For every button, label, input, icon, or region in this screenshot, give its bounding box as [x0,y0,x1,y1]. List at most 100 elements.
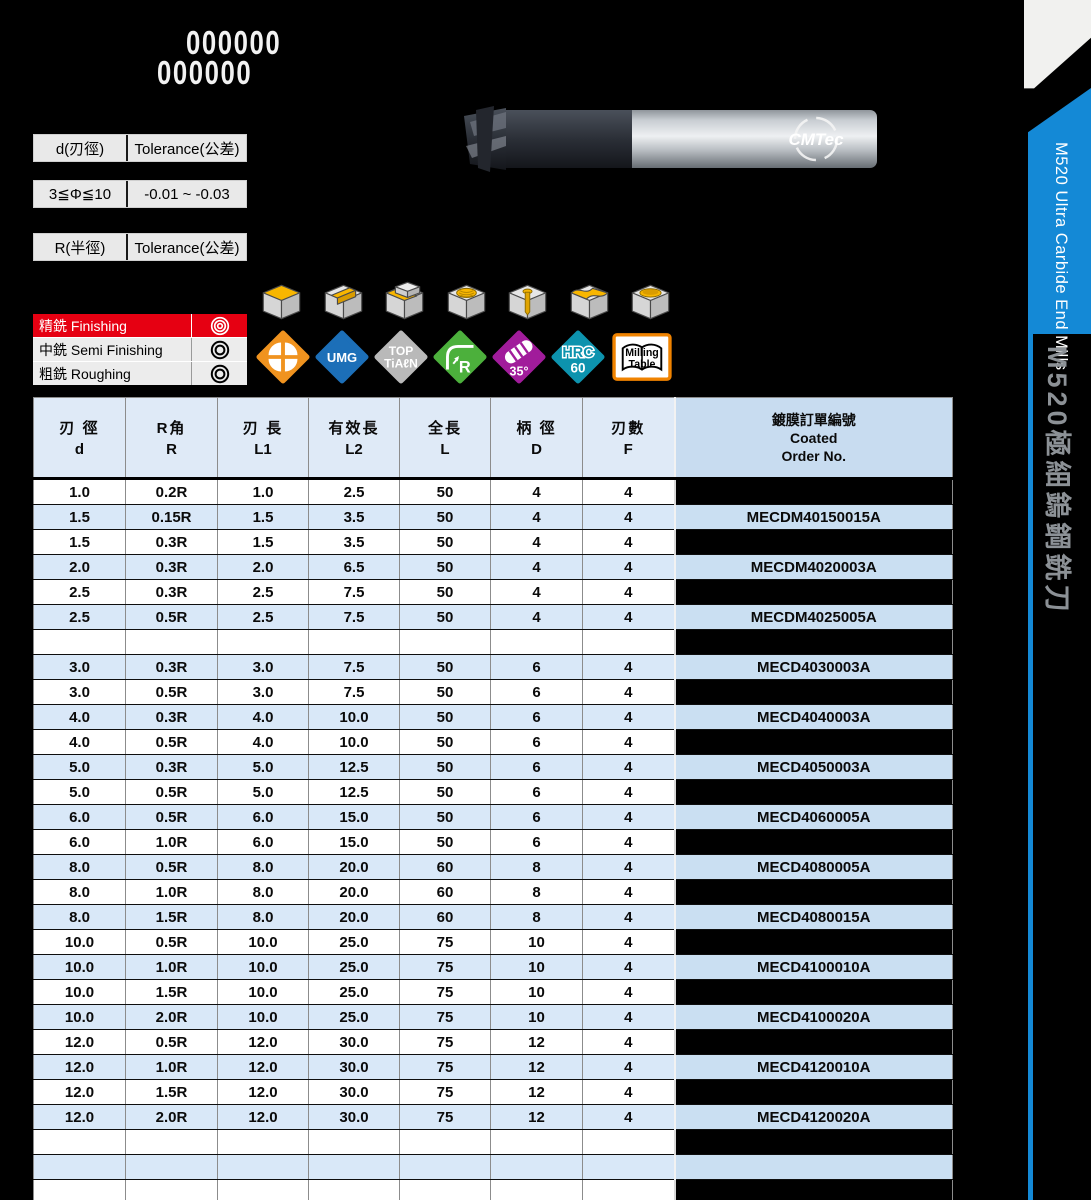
spec-cell [490,1154,583,1180]
table-header-row: 刃 徑 d R角 R 刃 長 L1 有效長 L2 全長 L 柄 徑 D 刃數 F 鍍膜訂單編號 Coated O… [33,397,953,480]
spec-cell: 12.0 [33,1104,126,1130]
spec-cell [399,1154,491,1180]
spec-cell: 4 [582,1104,675,1130]
legend-label: 粗銑 Roughing [39,365,131,382]
spec-cell: 10.0 [308,704,400,730]
order-no-cell [673,879,953,905]
spec-cell: 1.5 [217,529,309,555]
spec-cell: 1.0 [217,478,309,505]
spec-cell: 8.0 [33,879,126,905]
table-row: 1.5 0.3R 1.5 3.5 50 4 4 [33,529,953,555]
order-no-cell: MECD4120020A [673,1104,953,1130]
order-no-cell [673,979,953,1005]
svg-text:Milling: Milling [625,347,659,359]
table-row [33,629,953,655]
spec-cell: 1.0 [33,478,126,505]
double-circle-icon [191,362,247,385]
spec-cell: 1.5R [125,904,218,930]
spec-cell: 2.0 [217,554,309,580]
spec-cell: 4 [582,529,675,555]
column-header: 有效長 L2 [308,397,400,480]
spec-cell: 25.0 [308,1004,400,1030]
spec-cell: 2.0R [125,1004,218,1030]
double-circle-icon [191,338,247,361]
milling-grade-legend: 精銑 Finishing 中銑 Semi Finishing 粗銑 Roughi… [33,314,247,385]
spec-cell: 30.0 [308,1029,400,1055]
spec-cell: 4.0 [33,729,126,755]
spec-cell: 4 [490,529,583,555]
spec-cell: 75 [399,1079,491,1105]
spec-cell: 10 [490,1004,583,1030]
d-tolerance-value: -0.01 ~ -0.03 [126,181,246,207]
brand-text: CMTec [788,130,844,149]
spec-cell: 15.0 [308,804,400,830]
spec-cell: 4 [582,1054,675,1080]
spec-cell: 50 [399,804,491,830]
svg-text:HRC: HRC [562,345,594,361]
order-no-cell [673,1154,953,1180]
spec-cell: 3.5 [308,529,400,555]
shank [555,110,877,168]
spec-cell: 60 [399,854,491,880]
model-code-line2: 000000 [157,54,253,91]
table-row: 10.0 0.5R 10.0 25.0 75 10 4 [33,929,953,955]
spec-cell: 7.5 [308,654,400,680]
table-row: 3.0 0.3R 3.0 7.5 50 6 4 MECD4030003A [33,654,953,680]
spec-cell: 0.3R [125,654,218,680]
spec-cell: 10.0 [33,979,126,1005]
spec-cell: 6 [490,679,583,705]
spec-cell: 10.0 [217,1004,309,1030]
spec-cell: 4 [582,804,675,830]
spec-cell [33,1179,126,1200]
column-header: 全長 L [399,397,491,480]
d-tolerance-header-row: d(刃徑) Tolerance(公差) [33,134,247,162]
spec-cell: 0.3R [125,754,218,780]
spec-cell [125,1154,218,1180]
table-row [33,1154,953,1180]
spec-cell [308,1154,400,1180]
spec-cell [308,1129,400,1155]
spec-cell: 75 [399,1104,491,1130]
spec-cell [308,1179,400,1200]
table-row: 12.0 1.5R 12.0 30.0 75 12 4 [33,1079,953,1105]
spec-cell: 4 [582,954,675,980]
spec-cell: 6.0 [33,829,126,855]
spec-cell [582,1129,675,1155]
spec-cell: 50 [399,829,491,855]
d-tolerance-label: d(刃徑) [55,140,105,158]
umg-material-icon: UMG [315,330,369,384]
spec-cell [125,629,218,655]
d-tolerance-value-row: 3≦Φ≦10 -0.01 ~ -0.03 [33,180,247,208]
r-tolerance-label: R(半徑) [54,239,106,257]
brand-logo: CMTec [788,116,844,162]
order-no-cell [673,629,953,655]
spec-cell: 4 [582,679,675,705]
spec-cell: 10.0 [217,954,309,980]
table-row: 2.0 0.3R 2.0 6.5 50 4 4 MECDM4020003A [33,554,953,580]
spec-cell: 10.0 [33,954,126,980]
spec-cell: 50 [399,554,491,580]
spec-cell: 12 [490,1029,583,1055]
order-no-cell [673,1029,953,1055]
table-row: 12.0 1.0R 12.0 30.0 75 12 4 MECD4120010A [33,1054,953,1080]
spec-cell: 2.5 [217,579,309,605]
table-row: 1.5 0.15R 1.5 3.5 50 4 4 MECDM40150015A [33,504,953,530]
column-header: R角 R [125,397,218,480]
spec-cell: 7.5 [308,679,400,705]
spec-cell: 6.5 [308,554,400,580]
spec-cell: 8.0 [217,879,309,905]
spec-cell: 4 [582,604,675,630]
spec-cell [217,1129,309,1155]
order-no-cell: MECD4040003A [673,704,953,730]
spec-cell: 6 [490,829,583,855]
table-row: 8.0 1.5R 8.0 20.0 60 8 4 MECD4080015A [33,904,953,930]
spec-cell: 50 [399,504,491,530]
spec-cell: 4 [582,1079,675,1105]
spec-cell: 8.0 [217,854,309,880]
spec-cell: 25.0 [308,954,400,980]
spec-cell: 12.0 [33,1054,126,1080]
table-row: 10.0 2.0R 10.0 25.0 75 10 4 MECD4100020A [33,1004,953,1030]
spec-cell: 7.5 [308,604,400,630]
spec-cell: 4 [582,1029,675,1055]
r-tolerance-header-row: R(半徑) Tolerance(公差) [33,233,247,261]
